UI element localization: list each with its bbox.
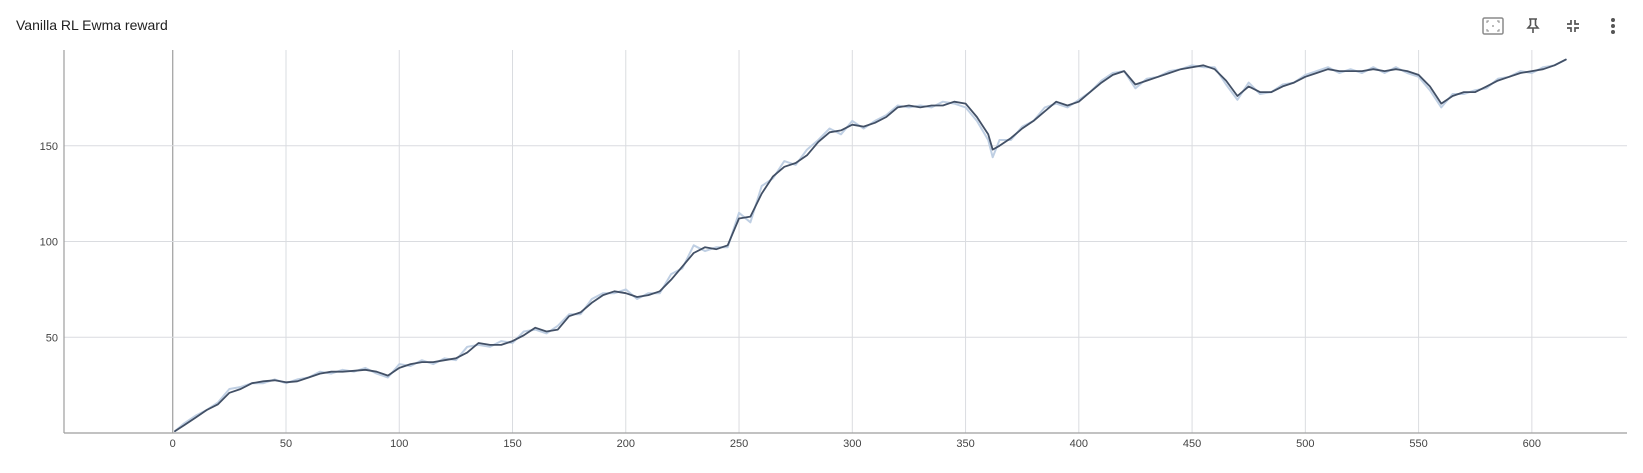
- x-tick-label: 50: [280, 438, 292, 450]
- toggle-log-scale-button[interactable]: [1473, 12, 1513, 40]
- series-group: [174, 58, 1567, 433]
- more-vert-icon: [1611, 18, 1615, 34]
- grid: [64, 50, 1627, 433]
- y-tick-label: 50: [46, 332, 58, 344]
- card-header: Vanilla RL Ewma reward: [0, 0, 1643, 50]
- x-tick-label: 600: [1523, 438, 1541, 450]
- more-menu-button[interactable]: [1593, 12, 1633, 40]
- smoothed-series-line: [174, 58, 1567, 433]
- tick-labels: 0 50 100 150 200 250 300 350 400 450 500 550 600 50 10…: [40, 141, 1541, 450]
- collapse-icon: [1567, 20, 1579, 32]
- raw-series-line: [174, 58, 1567, 433]
- pin-button[interactable]: [1513, 12, 1553, 40]
- x-tick-label: 350: [956, 438, 974, 450]
- x-tick-label: 450: [1183, 438, 1201, 450]
- x-tick-label: 300: [843, 438, 861, 450]
- toggle-log-scale-icon: [1482, 17, 1504, 35]
- x-tick-label: 500: [1296, 438, 1314, 450]
- pin-icon: [1526, 18, 1540, 33]
- y-tick-label: 150: [40, 141, 58, 153]
- x-tick-label: 400: [1070, 438, 1088, 450]
- x-tick-label: 250: [730, 438, 748, 450]
- axes: [63, 50, 1627, 434]
- x-tick-label: 200: [617, 438, 635, 450]
- card-toolbar: [1473, 12, 1633, 40]
- x-tick-label: 100: [390, 438, 408, 450]
- chart-title: Vanilla RL Ewma reward: [16, 17, 168, 33]
- x-tick-label: 550: [1409, 438, 1427, 450]
- x-tick-label: 150: [503, 438, 521, 450]
- x-tick-label: 0: [170, 438, 176, 450]
- collapse-button[interactable]: [1553, 12, 1593, 40]
- y-tick-label: 100: [40, 237, 58, 249]
